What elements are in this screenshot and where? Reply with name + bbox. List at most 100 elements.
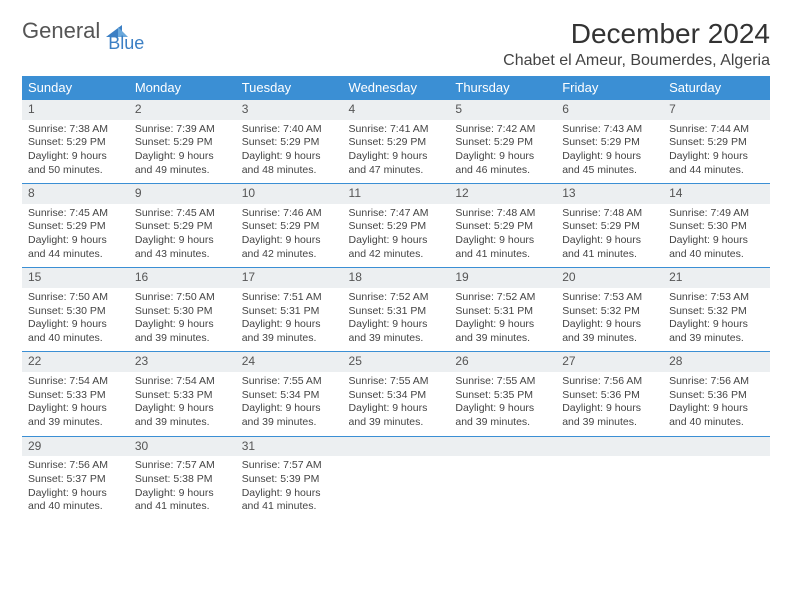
day-body: Sunrise: 7:47 AMSunset: 5:29 PMDaylight:…: [343, 204, 450, 268]
calendar-day-cell: 19Sunrise: 7:52 AMSunset: 5:31 PMDayligh…: [449, 267, 556, 351]
day-line-sr: Sunrise: 7:46 AM: [242, 207, 337, 221]
day-line-d2: and 41 minutes.: [242, 500, 337, 514]
calendar-day-cell: 30Sunrise: 7:57 AMSunset: 5:38 PMDayligh…: [129, 436, 236, 520]
day-line-ss: Sunset: 5:33 PM: [135, 389, 230, 403]
day-line-ss: Sunset: 5:29 PM: [28, 136, 123, 150]
day-line-d2: and 43 minutes.: [135, 248, 230, 262]
day-number: 30: [129, 436, 236, 457]
logo: General Blue: [22, 18, 166, 44]
day-line-sr: Sunrise: 7:43 AM: [562, 123, 657, 137]
day-number: 28: [663, 351, 770, 372]
day-line-sr: Sunrise: 7:53 AM: [562, 291, 657, 305]
day-body: Sunrise: 7:39 AMSunset: 5:29 PMDaylight:…: [129, 120, 236, 184]
day-body: Sunrise: 7:52 AMSunset: 5:31 PMDaylight:…: [343, 288, 450, 352]
day-line-d1: Daylight: 9 hours: [135, 402, 230, 416]
day-line-ss: Sunset: 5:34 PM: [349, 389, 444, 403]
day-body: Sunrise: 7:41 AMSunset: 5:29 PMDaylight:…: [343, 120, 450, 184]
day-line-d2: and 39 minutes.: [455, 416, 550, 430]
calendar-day-cell: 22Sunrise: 7:54 AMSunset: 5:33 PMDayligh…: [22, 351, 129, 435]
day-line-sr: Sunrise: 7:56 AM: [28, 459, 123, 473]
day-number: 3: [236, 99, 343, 120]
weekday-header: Friday: [556, 76, 663, 99]
day-line-d2: and 47 minutes.: [349, 164, 444, 178]
calendar-day-cell: 7Sunrise: 7:44 AMSunset: 5:29 PMDaylight…: [663, 99, 770, 183]
day-number: 9: [129, 183, 236, 204]
day-number: 5: [449, 99, 556, 120]
day-line-ss: Sunset: 5:30 PM: [135, 305, 230, 319]
calendar-day-cell: [343, 436, 450, 520]
day-line-d2: and 39 minutes.: [349, 416, 444, 430]
day-line-sr: Sunrise: 7:57 AM: [135, 459, 230, 473]
day-body: Sunrise: 7:48 AMSunset: 5:29 PMDaylight:…: [556, 204, 663, 268]
day-line-ss: Sunset: 5:32 PM: [669, 305, 764, 319]
day-line-d2: and 39 minutes.: [135, 332, 230, 346]
day-body: Sunrise: 7:42 AMSunset: 5:29 PMDaylight:…: [449, 120, 556, 184]
day-body: Sunrise: 7:48 AMSunset: 5:29 PMDaylight:…: [449, 204, 556, 268]
day-line-d2: and 39 minutes.: [562, 332, 657, 346]
day-number: [556, 436, 663, 457]
calendar-day-cell: 12Sunrise: 7:48 AMSunset: 5:29 PMDayligh…: [449, 183, 556, 267]
day-number: 10: [236, 183, 343, 204]
day-line-sr: Sunrise: 7:54 AM: [28, 375, 123, 389]
day-line-sr: Sunrise: 7:52 AM: [455, 291, 550, 305]
day-line-d2: and 39 minutes.: [242, 332, 337, 346]
day-line-d2: and 39 minutes.: [455, 332, 550, 346]
calendar-day-cell: 18Sunrise: 7:52 AMSunset: 5:31 PMDayligh…: [343, 267, 450, 351]
calendar-day-cell: 8Sunrise: 7:45 AMSunset: 5:29 PMDaylight…: [22, 183, 129, 267]
day-line-d1: Daylight: 9 hours: [28, 318, 123, 332]
calendar-day-cell: 16Sunrise: 7:50 AMSunset: 5:30 PMDayligh…: [129, 267, 236, 351]
day-line-d2: and 42 minutes.: [242, 248, 337, 262]
day-number: [343, 436, 450, 457]
calendar-week-row: 22Sunrise: 7:54 AMSunset: 5:33 PMDayligh…: [22, 351, 770, 435]
day-line-sr: Sunrise: 7:38 AM: [28, 123, 123, 137]
day-line-sr: Sunrise: 7:55 AM: [242, 375, 337, 389]
day-line-d1: Daylight: 9 hours: [135, 150, 230, 164]
day-body: Sunrise: 7:45 AMSunset: 5:29 PMDaylight:…: [22, 204, 129, 268]
day-line-sr: Sunrise: 7:53 AM: [669, 291, 764, 305]
day-body: Sunrise: 7:46 AMSunset: 5:29 PMDaylight:…: [236, 204, 343, 268]
day-body: Sunrise: 7:52 AMSunset: 5:31 PMDaylight:…: [449, 288, 556, 352]
day-number: 21: [663, 267, 770, 288]
calendar-day-cell: 28Sunrise: 7:56 AMSunset: 5:36 PMDayligh…: [663, 351, 770, 435]
day-body: Sunrise: 7:55 AMSunset: 5:34 PMDaylight:…: [236, 372, 343, 436]
day-line-ss: Sunset: 5:29 PM: [349, 220, 444, 234]
day-line-sr: Sunrise: 7:56 AM: [562, 375, 657, 389]
day-line-d1: Daylight: 9 hours: [242, 487, 337, 501]
calendar-day-cell: [556, 436, 663, 520]
day-line-ss: Sunset: 5:30 PM: [669, 220, 764, 234]
day-line-d2: and 40 minutes.: [28, 332, 123, 346]
day-number: 11: [343, 183, 450, 204]
calendar-day-cell: 9Sunrise: 7:45 AMSunset: 5:29 PMDaylight…: [129, 183, 236, 267]
day-line-d1: Daylight: 9 hours: [455, 150, 550, 164]
day-line-sr: Sunrise: 7:44 AM: [669, 123, 764, 137]
day-line-d2: and 41 minutes.: [562, 248, 657, 262]
day-line-d1: Daylight: 9 hours: [349, 402, 444, 416]
calendar-day-cell: 3Sunrise: 7:40 AMSunset: 5:29 PMDaylight…: [236, 99, 343, 183]
day-number: 18: [343, 267, 450, 288]
day-line-d1: Daylight: 9 hours: [242, 150, 337, 164]
day-line-sr: Sunrise: 7:48 AM: [455, 207, 550, 221]
day-body: Sunrise: 7:56 AMSunset: 5:37 PMDaylight:…: [22, 456, 129, 520]
day-line-sr: Sunrise: 7:57 AM: [242, 459, 337, 473]
calendar-day-cell: [449, 436, 556, 520]
day-body: Sunrise: 7:49 AMSunset: 5:30 PMDaylight:…: [663, 204, 770, 268]
day-line-d1: Daylight: 9 hours: [669, 318, 764, 332]
day-line-d2: and 45 minutes.: [562, 164, 657, 178]
day-line-ss: Sunset: 5:29 PM: [135, 136, 230, 150]
day-body: Sunrise: 7:45 AMSunset: 5:29 PMDaylight:…: [129, 204, 236, 268]
day-number: 23: [129, 351, 236, 372]
day-line-ss: Sunset: 5:29 PM: [562, 220, 657, 234]
weekday-header: Wednesday: [343, 76, 450, 99]
day-line-sr: Sunrise: 7:48 AM: [562, 207, 657, 221]
calendar-day-cell: 24Sunrise: 7:55 AMSunset: 5:34 PMDayligh…: [236, 351, 343, 435]
day-body: Sunrise: 7:43 AMSunset: 5:29 PMDaylight:…: [556, 120, 663, 184]
day-body: [343, 456, 450, 465]
day-line-d2: and 40 minutes.: [669, 416, 764, 430]
day-line-ss: Sunset: 5:39 PM: [242, 473, 337, 487]
day-line-sr: Sunrise: 7:41 AM: [349, 123, 444, 137]
calendar-day-cell: 10Sunrise: 7:46 AMSunset: 5:29 PMDayligh…: [236, 183, 343, 267]
day-line-ss: Sunset: 5:29 PM: [28, 220, 123, 234]
day-line-sr: Sunrise: 7:45 AM: [135, 207, 230, 221]
weekday-header: Sunday: [22, 76, 129, 99]
day-line-sr: Sunrise: 7:50 AM: [135, 291, 230, 305]
